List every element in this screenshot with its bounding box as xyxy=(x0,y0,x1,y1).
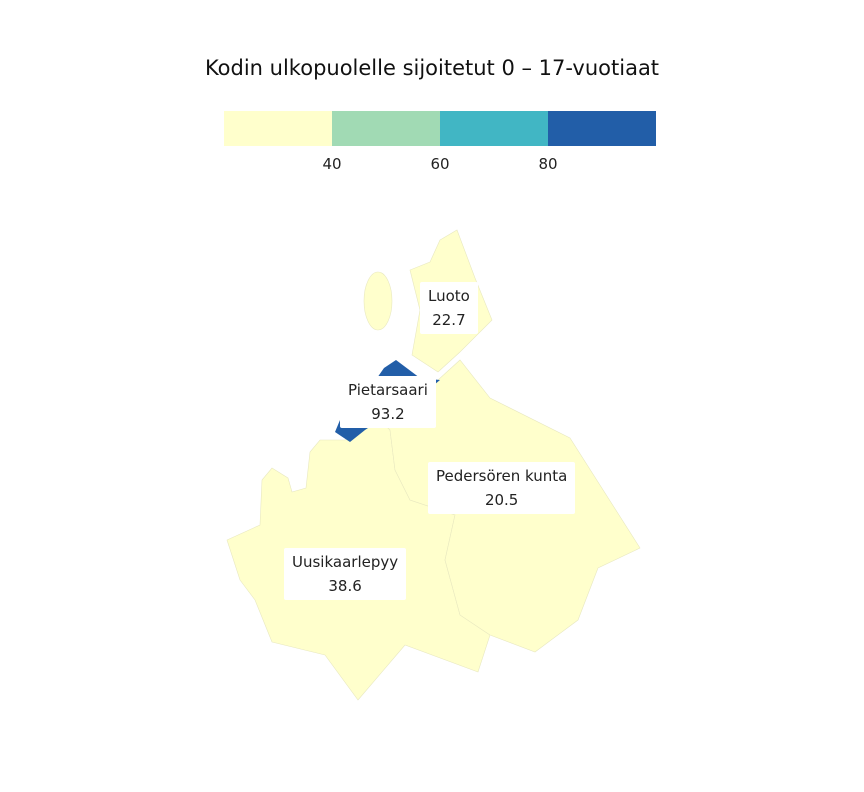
region-luoto-island[interactable] xyxy=(363,271,393,331)
map-title: Kodin ulkopuolelle sijoitetut 0 – 17-vuo… xyxy=(204,56,660,80)
label-luoto: Luoto 22.7 xyxy=(420,282,478,334)
region-name: Pedersören kunta xyxy=(436,467,568,485)
region-name: Pietarsaari xyxy=(348,381,428,399)
legend-tick-40: 40 xyxy=(322,155,342,173)
label-pedersoren-kunta: Pedersören kunta 20.5 xyxy=(428,462,576,514)
label-uusikaarlepyy: Uusikaarlepyy 38.6 xyxy=(284,548,407,600)
label-pietarsaari: Pietarsaari 93.2 xyxy=(340,376,436,428)
region-value: 20.5 xyxy=(484,491,519,509)
region-name: Uusikaarlepyy xyxy=(292,553,399,571)
region-name: Luoto xyxy=(428,287,470,305)
legend-tick-60: 60 xyxy=(430,155,450,173)
region-value: 22.7 xyxy=(432,311,466,329)
legend-bin-1 xyxy=(224,111,332,146)
region-value: 38.6 xyxy=(328,577,362,595)
legend-bin-4 xyxy=(548,111,656,146)
legend-bin-3 xyxy=(440,111,548,146)
legend-tick-80: 80 xyxy=(538,155,558,173)
legend-bin-2 xyxy=(332,111,440,146)
region-value: 93.2 xyxy=(371,405,405,423)
legend-ticks: 40 60 80 xyxy=(0,155,864,175)
color-legend xyxy=(224,111,656,146)
